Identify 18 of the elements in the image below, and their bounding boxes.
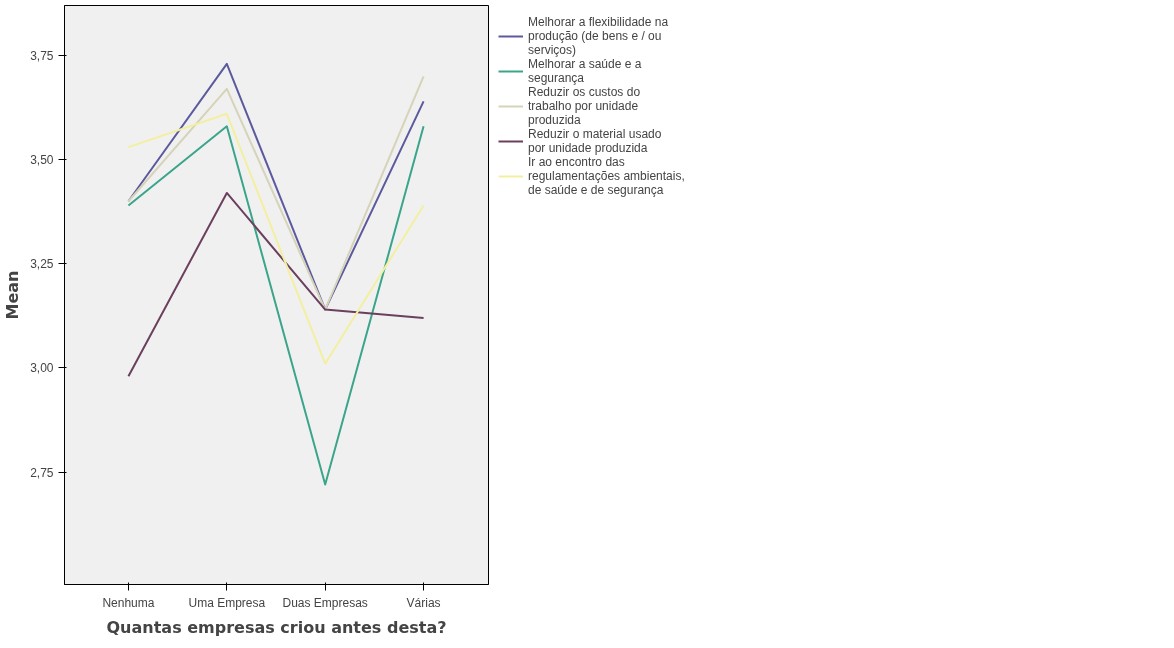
y-tick-label: 3,50 bbox=[30, 153, 54, 168]
x-tick-label: Várias bbox=[406, 595, 441, 610]
y-axis-title: Mean bbox=[3, 270, 23, 320]
y-tick-label: 3,75 bbox=[30, 48, 54, 63]
legend-label: Melhorar a flexibilidade na produção (de bens e / ou serviços) bbox=[528, 15, 669, 57]
y-tick-label: 3,00 bbox=[30, 361, 54, 376]
line-series bbox=[127, 112, 425, 365]
y-tick-label: 2,75 bbox=[30, 465, 54, 480]
line-series bbox=[127, 191, 425, 378]
x-tick-label: Uma Empresa bbox=[188, 595, 266, 610]
legend-label: Reduzir os custos do trabalho por unidade produzida bbox=[528, 85, 641, 127]
legend-label: Reduzir o material usado por unidade produzida bbox=[528, 127, 662, 155]
legend-label: Ir ao encontro das regulamentações ambientais, de saúde e de segurança bbox=[528, 155, 685, 197]
y-tick-label: 3,25 bbox=[30, 257, 54, 272]
legend-label: Melhorar a saúde e a segurança bbox=[528, 57, 642, 85]
x-tick-label: Nenhuma bbox=[102, 595, 155, 610]
x-tick-label: Duas Empresas bbox=[282, 595, 368, 610]
x-axis-title: Quantas empresas criou antes desta? bbox=[106, 617, 447, 637]
